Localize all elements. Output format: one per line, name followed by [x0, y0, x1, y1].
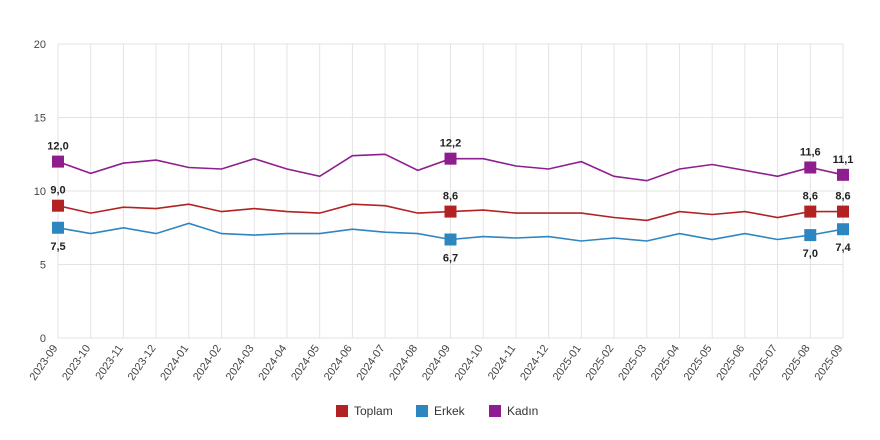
y-tick-label: 10 [34, 186, 46, 198]
data-label-kadın: 12,2 [440, 138, 461, 150]
x-tick-label: 2023-12 [126, 343, 159, 383]
data-point-toplam [444, 205, 457, 218]
x-tick-label: 2025-07 [747, 343, 780, 383]
legend: Toplam Erkek Kadın [336, 404, 538, 418]
data-label-kadın: 11,1 [833, 154, 854, 166]
legend-item-erkek[interactable]: Erkek [416, 404, 466, 418]
x-tick-label: 2023-11 [93, 343, 126, 382]
data-point-kadın [52, 155, 64, 168]
x-tick-label: 2024-11 [486, 343, 519, 382]
x-tick-label: 2025-01 [551, 343, 584, 383]
data-point-kadın [444, 152, 457, 165]
data-label-kadın: 11,6 [800, 146, 821, 158]
legend-label-toplam: Toplam [354, 404, 393, 418]
x-tick-label: 2024-04 [256, 343, 289, 383]
x-tick-label: 2024-02 [191, 343, 224, 383]
data-label-erkek: 7,0 [803, 248, 818, 260]
x-tick-label: 2024-01 [158, 343, 191, 383]
data-point-erkek [804, 229, 817, 242]
data-label-toplam: 8,6 [803, 191, 818, 203]
x-tick-label: 2024-08 [387, 343, 420, 383]
data-point-erkek [837, 223, 849, 236]
y-tick-label: 5 [40, 260, 46, 272]
y-tick-label: 15 [34, 113, 46, 125]
legend-label-kadın: Kadın [507, 404, 538, 418]
x-tick-label: 2024-06 [322, 343, 355, 383]
x-tick-label: 2025-03 [616, 343, 649, 383]
x-tick-label: 2024-03 [224, 343, 257, 383]
x-tick-label: 2025-08 [780, 343, 813, 383]
data-point-toplam [837, 205, 849, 218]
data-label-toplam: 9,0 [50, 185, 65, 197]
x-tick-label: 2025-06 [714, 343, 747, 383]
legend-item-toplam[interactable]: Toplam [336, 404, 393, 418]
x-tick-label: 2024-07 [355, 343, 388, 383]
data-label-kadın: 12,0 [47, 141, 68, 153]
legend-label-erkek: Erkek [434, 404, 466, 418]
x-tick-label: 2024-05 [289, 343, 322, 383]
data-point-kadın [837, 168, 849, 181]
data-point-toplam [52, 199, 64, 212]
x-tick-label: 2024-12 [518, 343, 551, 383]
data-label-erkek: 7,5 [50, 241, 65, 253]
data-point-kadın [804, 161, 817, 174]
y-tick-label: 20 [34, 39, 46, 51]
data-point-erkek [52, 221, 64, 234]
x-tick-label: 2024-10 [453, 343, 486, 383]
data-label-erkek: 7,4 [835, 242, 851, 254]
y-tick-label: 0 [40, 333, 46, 345]
data-point-toplam [804, 205, 817, 218]
x-tick-label: 2025-02 [584, 343, 617, 383]
grid [57, 43, 844, 339]
x-tick-label: 2025-04 [649, 343, 682, 383]
x-tick-label: 2025-05 [682, 343, 715, 383]
data-label-toplam: 8,6 [443, 191, 458, 203]
legend-swatch-toplam [336, 405, 348, 417]
x-tick-label: 2024-09 [420, 343, 453, 383]
legend-swatch-erkek [416, 405, 428, 417]
x-tick-label: 2023-09 [27, 343, 60, 383]
x-tick-label: 2023-10 [60, 343, 93, 383]
legend-swatch-kadın [489, 405, 501, 417]
data-label-erkek: 6,7 [443, 253, 458, 265]
x-tick-label: 2025-09 [812, 343, 845, 383]
legend-item-kadın[interactable]: Kadın [489, 404, 538, 418]
data-label-toplam: 8,6 [835, 191, 850, 203]
data-point-erkek [444, 233, 457, 246]
